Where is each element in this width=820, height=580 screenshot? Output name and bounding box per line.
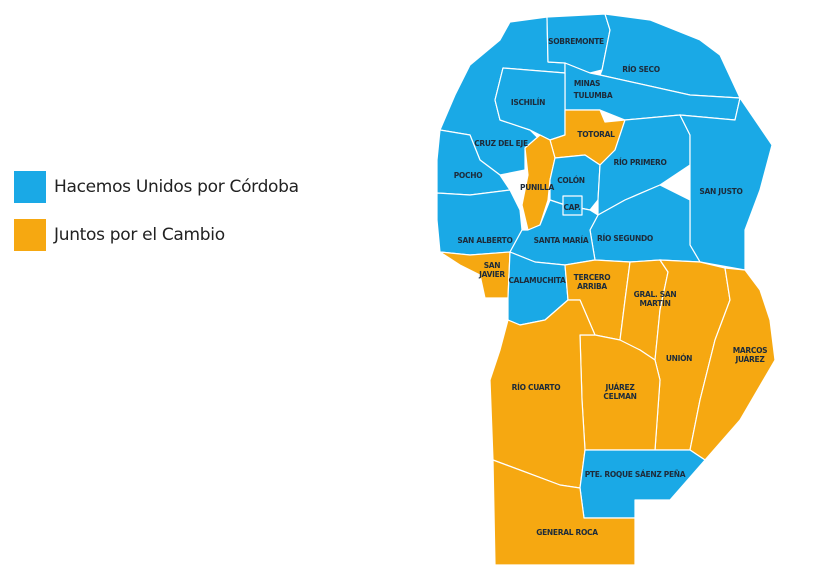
label-punilla: PUNILLA <box>520 183 554 192</box>
legend-item-juntos-por-el-cambio: Juntos por el Cambio <box>14 219 225 251</box>
label-santa-maria: SANTA MARÍA <box>534 236 589 245</box>
legend-item-hacemos-unidos: Hacemos Unidos por Córdoba <box>14 171 299 203</box>
label-rio-cuarto: RÍO CUARTO <box>512 383 561 392</box>
legend-swatch-orange <box>14 219 46 251</box>
label-gral-san-martin: GRAL. SAN <box>634 290 677 299</box>
label-rio-segundo: RÍO SEGUNDO <box>597 234 653 243</box>
label-tercero-arriba: ARRIBA <box>577 282 607 291</box>
department-marcos-juarez <box>689 267 776 461</box>
label-san-alberto: SAN ALBERTO <box>457 236 512 245</box>
label-juarez-celman: JUÁREZ <box>605 383 636 392</box>
label-san-justo: SAN JUSTO <box>699 187 742 196</box>
label-ischilin: ISCHILÍN <box>511 98 545 107</box>
department-rio-cuarto <box>489 299 596 489</box>
department-san-justo <box>679 97 773 271</box>
legend-label: Juntos por el Cambio <box>54 225 225 245</box>
label-calamuchita: CALAMUCHITA <box>508 276 566 285</box>
department-capital <box>562 195 583 216</box>
label-colon: COLÓN <box>557 176 585 185</box>
label-pocho: POCHO <box>454 171 483 180</box>
label-marcos-juarez: MARCOS <box>733 346 768 355</box>
label-general-roca: GENERAL ROCA <box>536 528 598 537</box>
legend-label: Hacemos Unidos por Córdoba <box>54 177 299 197</box>
department-san-alberto <box>436 189 523 256</box>
label-pte-roque-saenz-pena: PTE. ROQUE SÁENZ PEÑA <box>585 470 686 479</box>
label-tulumba: TULUMBA <box>574 91 613 100</box>
department-general-roca <box>492 459 636 566</box>
label-cruz-del-eje: CRUZ DEL EJE <box>474 139 528 148</box>
label-union: UNIÓN <box>666 354 692 363</box>
legend-swatch-blue <box>14 171 46 203</box>
label-minas: MINAS <box>574 79 600 88</box>
department-punilla <box>521 134 556 231</box>
label-rio-seco: RÍO SECO <box>622 65 660 74</box>
department-pte-roque-saenz-pena <box>579 449 706 519</box>
label-marcos-juarez: JUÁREZ <box>735 355 766 364</box>
label-rio-primero: RÍO PRIMERO <box>613 158 666 167</box>
label-juarez-celman: CELMAN <box>603 392 636 401</box>
label-san-javier: SAN <box>484 261 501 270</box>
label-tercero-arriba: TERCERO <box>574 273 611 282</box>
label-san-javier: JAVIER <box>478 270 505 279</box>
label-totoral: TOTORAL <box>577 130 615 139</box>
label-gral-san-martin: MARTÍN <box>639 299 670 308</box>
department-san-javier <box>439 251 511 299</box>
label-capital: CAP. <box>563 203 581 212</box>
label-sobremonte: SOBREMONTE <box>548 37 604 46</box>
